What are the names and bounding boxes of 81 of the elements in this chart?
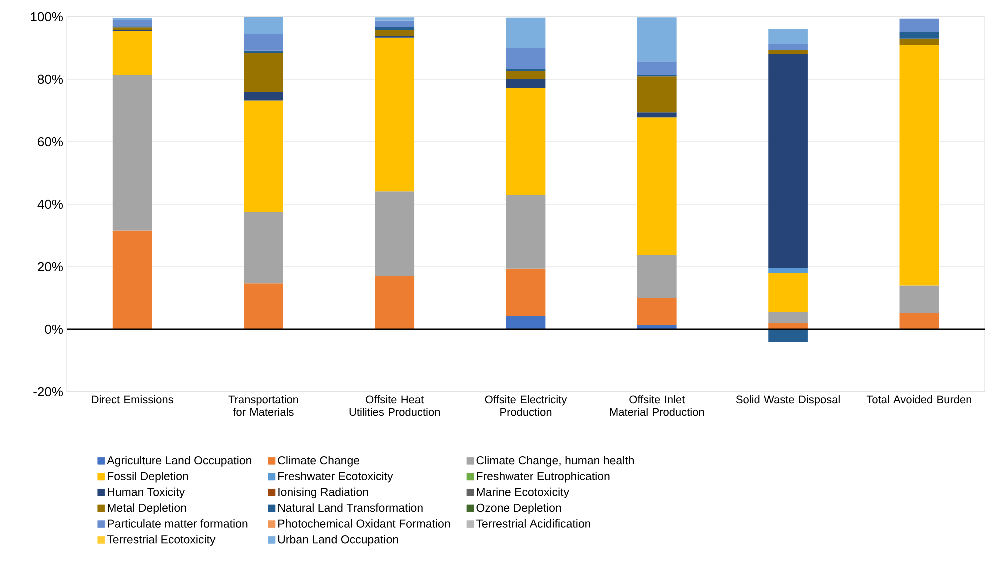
legend-label: Urban Land Occupation [278,535,398,546]
y-tick-label: 60% [38,137,64,147]
bar [112,28,152,30]
bar [637,18,677,62]
x-tick-label: Solid Waste Disposal [736,396,840,406]
x-tick-label: Transportation for Materials [228,396,298,416]
bar [637,118,677,256]
legend-label: Terrestrial Acidification [476,519,590,528]
bar [375,18,415,21]
bar [768,29,808,44]
bar [375,192,415,276]
x-tick-label: Total Avoided Burden [866,396,972,404]
bar [768,322,808,330]
y-tick-label: 20% [38,262,64,272]
bar [244,100,284,212]
bar [112,75,152,231]
x-tick-label: Offsite Heat Utilities Production [350,396,440,416]
bar [112,230,152,330]
x-tick-label: Offsite Electricity Production [485,396,568,416]
bar [506,268,546,316]
bar [112,31,152,76]
legend-label: Climate Change, human health [476,456,634,467]
bar [506,195,546,269]
bar [768,272,808,312]
bar [637,255,677,298]
bar [244,92,284,101]
bar [768,312,808,323]
bar [900,32,940,39]
x-tick-label: Offsite Inlet Material Production [610,396,704,416]
legend-label: Human Toxicity [108,488,186,499]
bar [244,54,284,92]
bar [637,112,677,118]
bar [768,268,808,273]
bar [637,298,677,326]
bar [900,38,940,46]
bar [900,312,940,330]
legend-label: Ozone Depletion [476,504,562,514]
y-tick-label: 0% [45,324,64,334]
bar [768,44,808,50]
legend-label: Metal Depletion [108,504,186,514]
legend-label: Natural Land Transformation [278,504,423,512]
bar [506,316,546,330]
bar [900,18,940,32]
legend-label: Climate Change [278,456,360,467]
y-tick-label: 40% [38,200,64,210]
bar [637,62,677,76]
x-tick-label: Direct Emissions [92,396,174,404]
bar [244,284,284,330]
y-tick-label: 80% [38,74,64,84]
bar [900,45,940,286]
legend-label: Freshwater Eutrophication [477,472,610,483]
legend-label: Agriculture Land Occupation [107,456,252,467]
bar [768,50,808,54]
bar [506,79,546,89]
bar [506,48,546,70]
y-tick-label: 100% [31,12,64,22]
bar [637,76,677,113]
bar [244,50,284,54]
bar [768,54,808,268]
bar [768,330,808,342]
bar [900,286,940,313]
bar [375,38,415,192]
bar [112,20,152,27]
y-tick-label: -20% [34,387,64,397]
legend-label: Fossil Depletion [108,472,188,483]
legend-label: Ionising Radiation [278,488,368,499]
bar [506,71,546,80]
legend-label: Freshwater Ecotoxicity [278,472,394,483]
bar [244,16,284,34]
legend-label: Photochemical Oxidant Formation [278,519,450,528]
bar [375,27,415,30]
legend-label: Particulate matter formation [108,519,248,528]
bar [506,18,546,49]
bar [375,30,415,36]
bar [244,212,284,284]
bar [506,88,546,196]
legend-label: Terrestrial Ecotoxicity [107,535,216,546]
bar [244,34,284,51]
legend-label: Marine Ecotoxicity [477,488,570,499]
bar [375,20,415,28]
bar [375,276,415,330]
